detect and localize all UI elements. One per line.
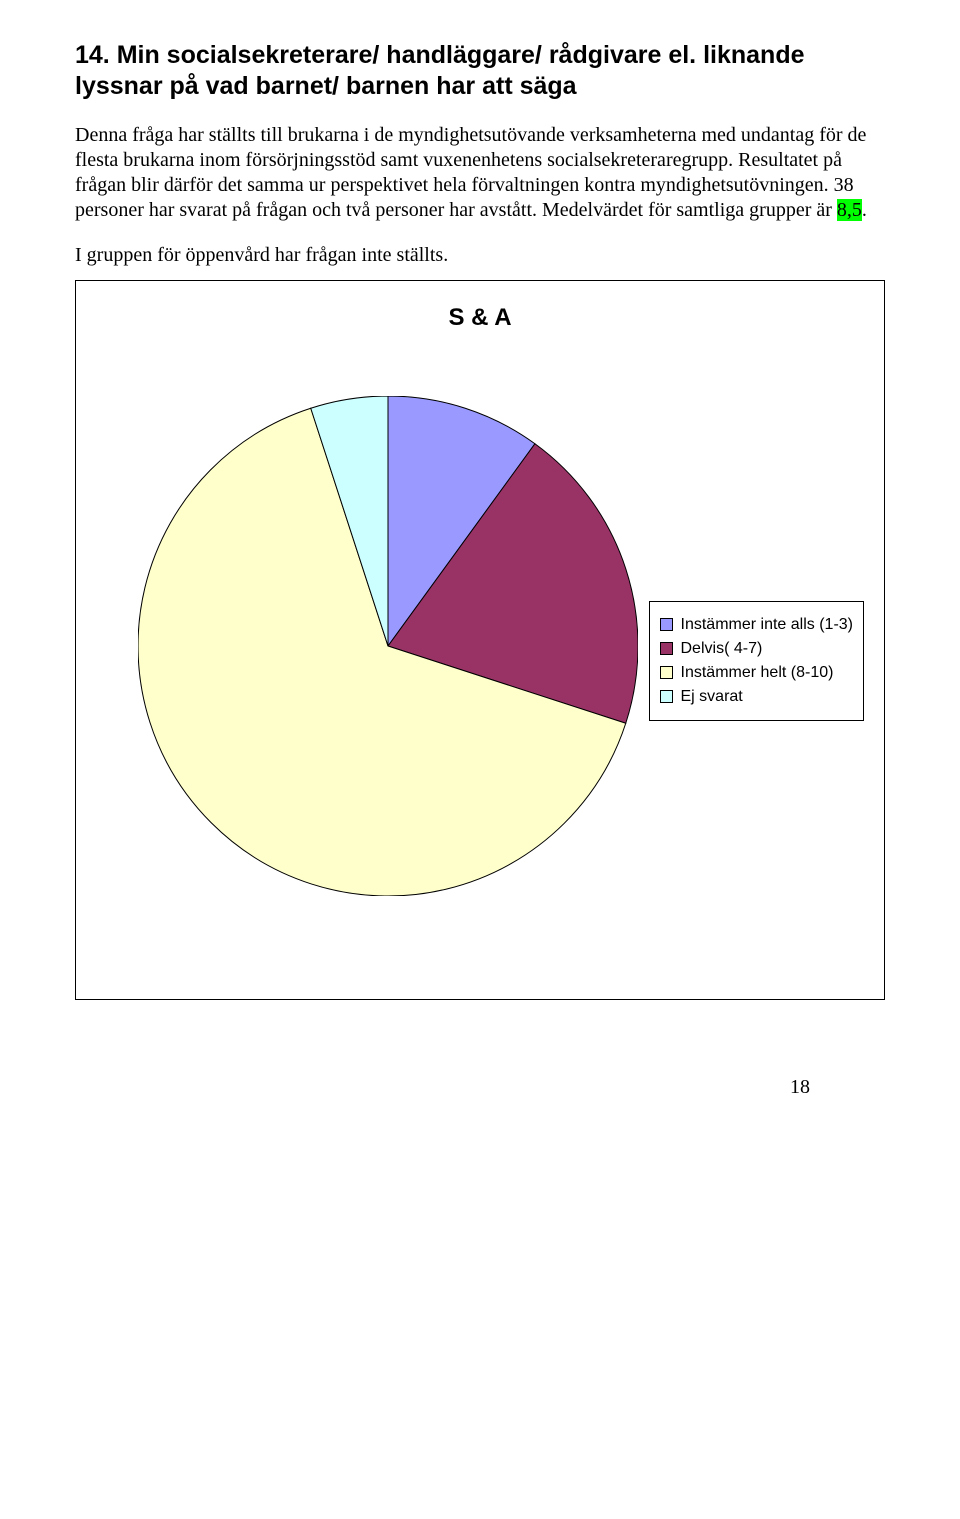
legend-item: Instämmer helt (8-10) [660,664,854,682]
legend-label: Instämmer helt (8-10) [681,664,834,682]
pie-chart [138,396,638,896]
question-heading: 14. Min socialsekreterare/ handläggare/ … [75,40,885,103]
paragraph-1-suffix: . [862,199,867,221]
pie-chart-container: S & A Instämmer inte alls (1-3) Delvis( 4… [75,280,885,1000]
legend-label: Instämmer inte alls (1-3) [681,616,854,634]
legend-item: Instämmer inte alls (1-3) [660,616,854,634]
chart-legend: Instämmer inte alls (1-3) Delvis( 4-7) Ins… [649,601,865,721]
chart-title: S & A [76,304,884,332]
legend-swatch [660,642,673,655]
legend-item: Delvis( 4-7) [660,640,854,658]
page-number: 18 [790,1076,810,1099]
legend-swatch [660,618,673,631]
body-paragraph-2: I gruppen för öppenvård har frågan inte … [75,243,885,268]
paragraph-1-text: Denna fråga har ställts till brukarna i … [75,124,866,221]
legend-item: Ej svarat [660,688,854,706]
legend-swatch [660,666,673,679]
mean-value-highlight: 8,5 [837,199,862,221]
legend-swatch [660,690,673,703]
legend-label: Ej svarat [681,688,743,706]
body-paragraph-1: Denna fråga har ställts till brukarna i … [75,123,885,223]
legend-label: Delvis( 4-7) [681,640,763,658]
